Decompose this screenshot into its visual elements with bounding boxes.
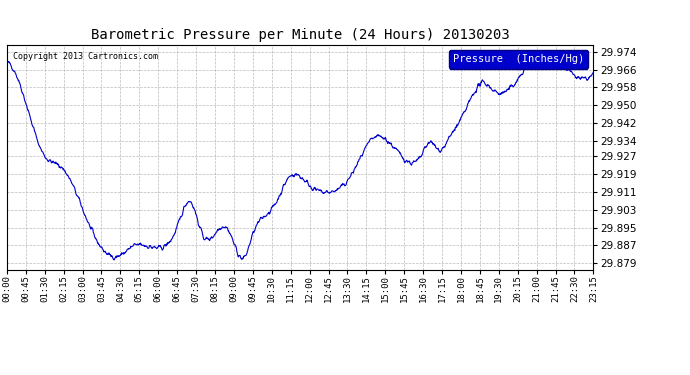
Text: Copyright 2013 Cartronics.com: Copyright 2013 Cartronics.com [13,52,158,61]
Legend: Pressure  (Inches/Hg): Pressure (Inches/Hg) [448,50,588,69]
Title: Barometric Pressure per Minute (24 Hours) 20130203: Barometric Pressure per Minute (24 Hours… [91,28,509,42]
